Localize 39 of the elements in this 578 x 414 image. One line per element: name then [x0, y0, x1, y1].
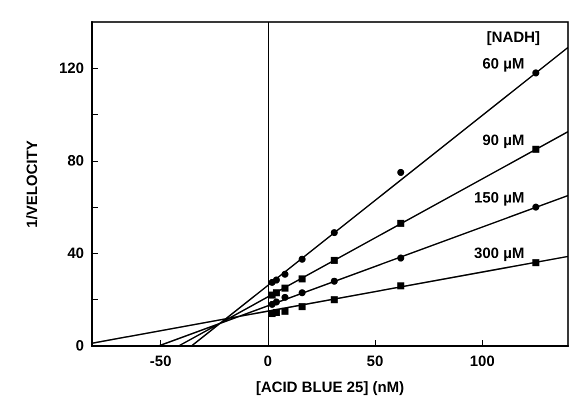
y-tick-label: 120	[58, 60, 84, 77]
point	[330, 296, 338, 304]
point	[298, 256, 306, 263]
point	[281, 294, 288, 301]
point	[532, 69, 540, 76]
series-label: 90 µM	[482, 132, 524, 149]
point	[272, 289, 280, 296]
point	[532, 259, 540, 266]
x-tick-label: 50	[366, 353, 384, 370]
point	[281, 308, 288, 315]
x-tick-label: -50	[150, 353, 172, 370]
x-tick-label: 100	[470, 353, 495, 370]
x-tick-label: 0	[264, 353, 272, 370]
point	[298, 275, 306, 282]
point	[281, 270, 288, 278]
y-axis-title: 1/VELOCITY	[24, 140, 41, 228]
point	[532, 204, 540, 211]
point	[272, 276, 280, 284]
point	[272, 308, 280, 316]
series-label: 60 µM	[482, 55, 524, 72]
series-label: 300 µM	[474, 245, 524, 262]
point	[272, 298, 280, 306]
point	[397, 282, 404, 290]
point	[330, 256, 338, 264]
point	[330, 229, 338, 236]
point	[298, 289, 306, 296]
y-tick-label: 0	[76, 338, 84, 354]
point	[532, 146, 540, 153]
x-axis-title: [ACID BLUE 25] (nM)	[256, 379, 404, 396]
legend-title: [NADH]	[486, 29, 540, 46]
y-tick-label: 40	[67, 244, 84, 262]
point	[298, 303, 306, 310]
point	[397, 254, 404, 262]
point	[397, 168, 404, 176]
point	[281, 284, 288, 292]
series-label: 150 µM	[474, 190, 524, 207]
y-tick-label: 80	[67, 152, 84, 170]
point	[397, 220, 404, 227]
point	[330, 278, 338, 285]
